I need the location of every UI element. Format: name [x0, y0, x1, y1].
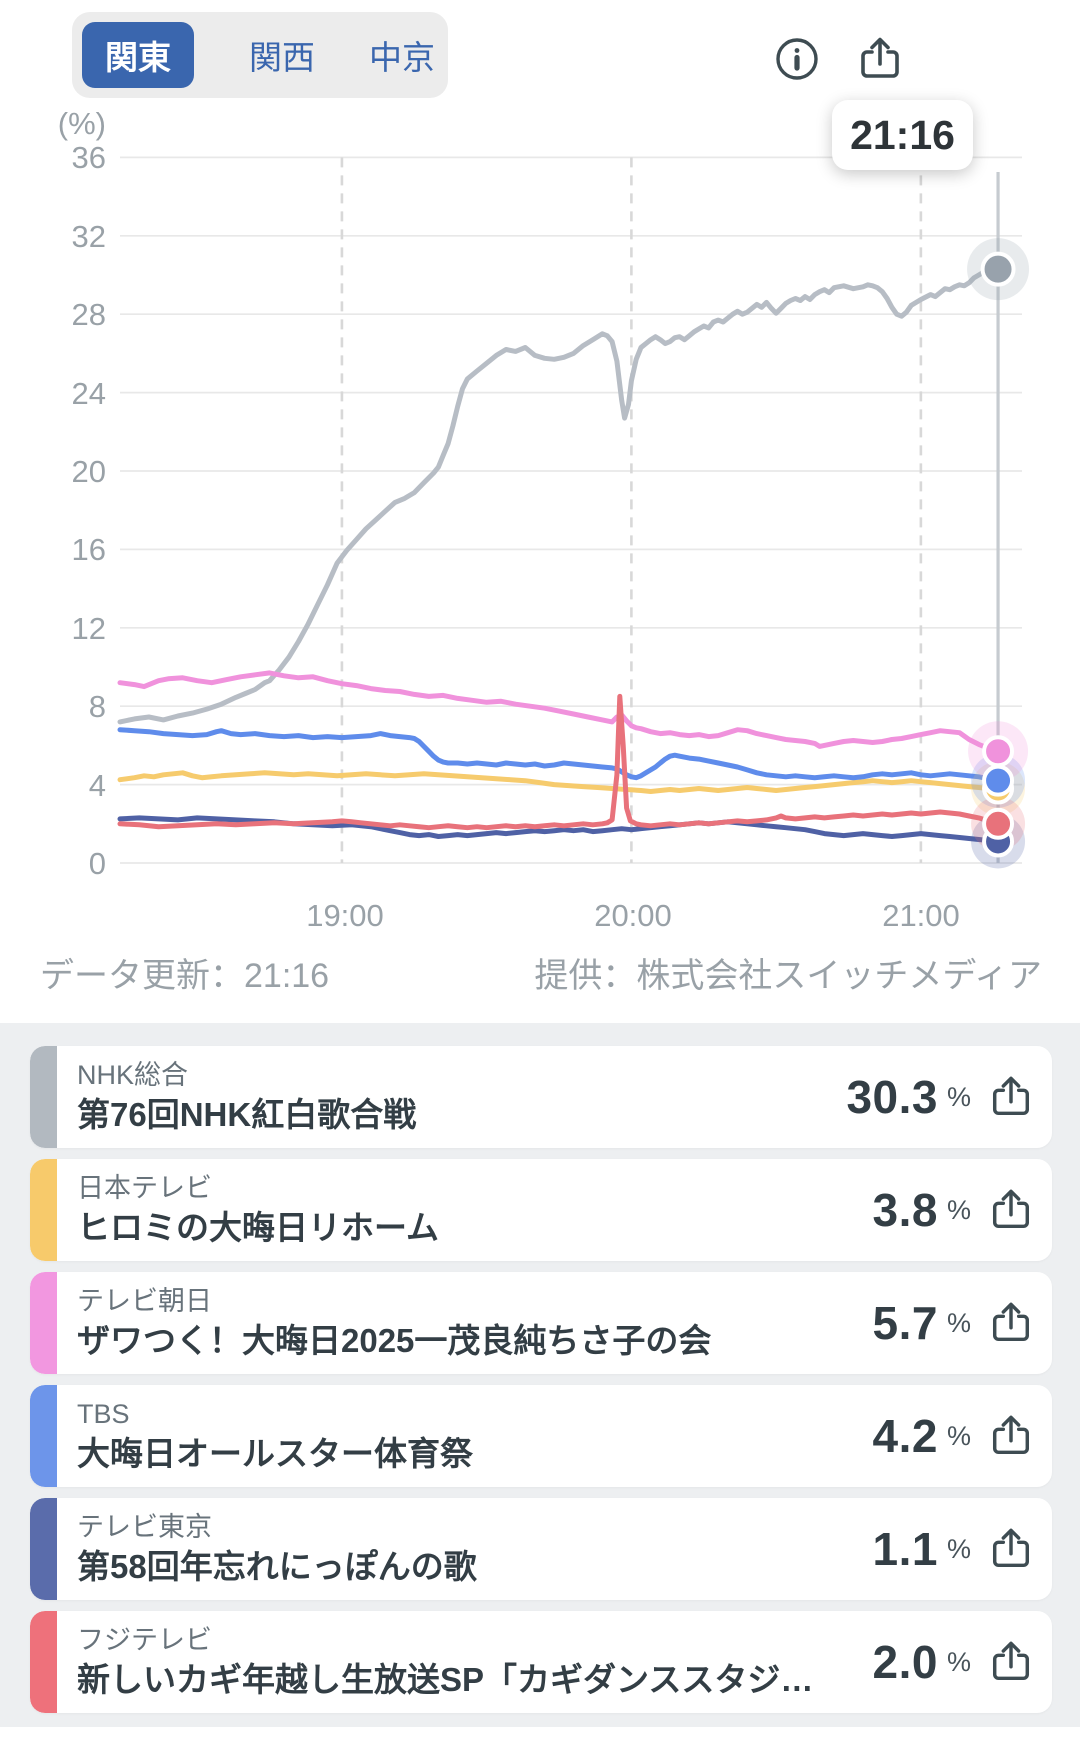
y-tick-label: 8: [88, 689, 106, 725]
y-tick-label: 16: [71, 532, 106, 568]
rating-value: 2.0: [872, 1636, 938, 1688]
channel-text: TBS 大晦日オールスター体育祭: [77, 1399, 867, 1474]
tab-kanto[interactable]: 関東: [82, 22, 194, 88]
channel-color-bar: [30, 1385, 57, 1487]
channel-text: フジテレビ 新しいカギ年越し生放送SP「カギダンススタジ…: [77, 1625, 867, 1700]
tab-kansai[interactable]: 関西: [249, 39, 315, 76]
rating-value: 1.1: [872, 1523, 938, 1575]
channel-row-nhk[interactable]: NHK総合 第76回NHK紅白歌合戦 30.3 %: [30, 1046, 1052, 1148]
channel-color-bar: [30, 1611, 57, 1713]
channel-row-tbs[interactable]: TBS 大晦日オールスター体育祭 4.2 %: [30, 1385, 1052, 1487]
channel-text: NHK総合 第76回NHK紅白歌合戦: [77, 1060, 840, 1135]
row-share-icon[interactable]: [988, 1187, 1034, 1233]
program-title: 新しいカギ年越し生放送SP「カギダンススタジ…: [77, 1660, 814, 1698]
ratings-chart[interactable]: [0, 0, 1080, 945]
channel-list: NHK総合 第76回NHK紅白歌合戦 30.3 % 日本テレビ ヒロミの大晦日リ…: [0, 1023, 1080, 1727]
station-name: テレビ朝日: [77, 1285, 212, 1316]
y-tick-label: 0: [88, 846, 106, 881]
rating-unit: %: [946, 1194, 971, 1225]
tab-chukyo[interactable]: 中京: [369, 39, 435, 76]
row-share-icon[interactable]: [988, 1074, 1034, 1120]
y-axis-unit: (%): [57, 106, 106, 141]
rating-value: 3.8: [872, 1184, 938, 1236]
y-tick-label: 20: [71, 454, 106, 489]
program-title: 第58回年忘れにっぽんの歌: [77, 1547, 477, 1585]
program-title: 第76回NHK紅白歌合戦: [77, 1095, 417, 1133]
program-title: ヒロミの大晦日リホーム: [77, 1208, 440, 1246]
region-tab-bar: 関東 関西 中京: [72, 12, 448, 98]
channel-row-tvasahi[interactable]: テレビ朝日 ザワつく！大晦日2025一茂良純ちさ子の会 5.7 %: [30, 1272, 1052, 1374]
share-icon[interactable]: [856, 35, 904, 83]
channel-color-bar: [30, 1159, 57, 1261]
program-title: 大晦日オールスター体育祭: [77, 1434, 473, 1472]
rating-block: 2.0 %: [873, 1635, 1034, 1689]
cursor-time-tooltip: 21:16: [832, 100, 973, 170]
row-share-icon[interactable]: [988, 1300, 1034, 1346]
channel-color-bar: [30, 1498, 57, 1600]
channel-row-fujitv[interactable]: フジテレビ 新しいカギ年越し生放送SP「カギダンススタジ… 2.0 %: [30, 1611, 1052, 1713]
station-name: テレビ東京: [77, 1511, 212, 1542]
y-tick-label: 12: [71, 610, 106, 646]
data-updated-label: データ更新：21:16: [40, 957, 330, 995]
row-share-icon[interactable]: [988, 1639, 1034, 1685]
y-tick-label: 4: [88, 767, 106, 803]
rating-value: 30.3: [846, 1071, 938, 1123]
channel-row-tvtokyo[interactable]: テレビ東京 第58回年忘れにっぽんの歌 1.1 %: [30, 1498, 1052, 1600]
channel-text: テレビ東京 第58回年忘れにっぽんの歌: [77, 1512, 867, 1587]
channel-row-ntv[interactable]: 日本テレビ ヒロミの大晦日リホーム 3.8 %: [30, 1159, 1052, 1261]
rating-block: 30.3 %: [846, 1070, 1034, 1124]
channel-color-bar: [30, 1046, 57, 1148]
y-tick-label: 28: [71, 297, 106, 333]
channel-text: テレビ朝日 ザワつく！大晦日2025一茂良純ちさ子の会: [77, 1286, 867, 1361]
station-name: TBS: [77, 1398, 130, 1429]
station-name: 日本テレビ: [77, 1172, 212, 1203]
station-name: フジテレビ: [77, 1624, 212, 1655]
x-tick-20: 20:00: [594, 898, 672, 933]
y-tick-label: 24: [71, 375, 106, 411]
rating-value: 5.7: [872, 1297, 938, 1349]
rating-unit: %: [946, 1533, 971, 1564]
rating-unit: %: [946, 1420, 971, 1451]
rating-block: 1.1 %: [873, 1522, 1034, 1576]
row-share-icon[interactable]: [988, 1413, 1034, 1459]
channel-text: 日本テレビ ヒロミの大晦日リホーム: [77, 1173, 867, 1248]
data-provider-label: 提供：株式会社スイッチメディア: [534, 957, 1042, 995]
row-share-icon[interactable]: [988, 1526, 1034, 1572]
rating-unit: %: [946, 1081, 971, 1112]
x-tick-19: 19:00: [306, 898, 384, 933]
rating-block: 3.8 %: [873, 1183, 1034, 1237]
rating-unit: %: [946, 1646, 971, 1677]
info-icon[interactable]: [773, 35, 821, 83]
channel-color-bar: [30, 1272, 57, 1374]
x-tick-21: 21:00: [882, 898, 960, 933]
rating-value: 4.2: [872, 1410, 938, 1462]
program-title: ザワつく！大晦日2025一茂良純ちさ子の会: [77, 1321, 712, 1359]
y-tick-label: 32: [71, 218, 106, 254]
rating-unit: %: [946, 1307, 971, 1338]
rating-block: 5.7 %: [873, 1296, 1034, 1350]
rating-block: 4.2 %: [873, 1409, 1034, 1463]
station-name: NHK総合: [77, 1059, 189, 1090]
y-tick-label: 36: [71, 140, 106, 176]
